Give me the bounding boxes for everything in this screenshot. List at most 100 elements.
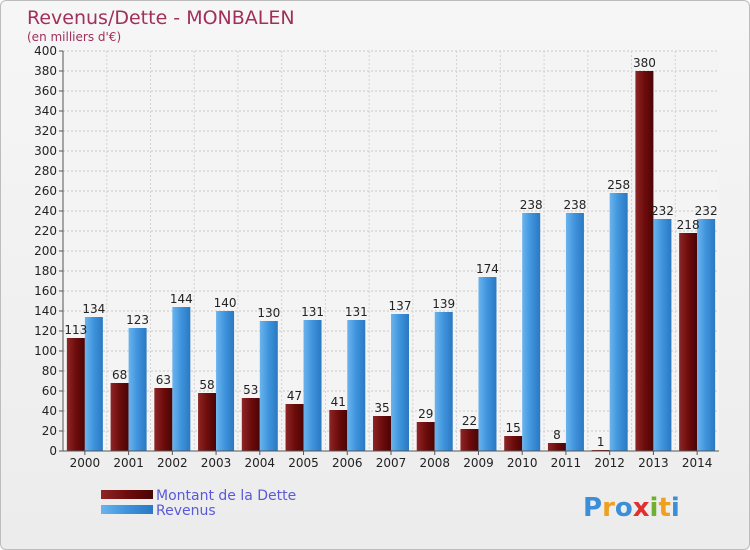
bar-revenus xyxy=(259,321,278,451)
y-tick-label: 200 xyxy=(34,244,57,258)
x-tick-label: 2011 xyxy=(551,456,582,470)
label-dette: 218 xyxy=(677,218,700,232)
bar-dette xyxy=(504,436,523,451)
chart-title: Revenus/Dette - MONBALEN xyxy=(27,7,295,29)
axes: 0 20 40 60 80 100 120 140 160 180 200 220 240 260 280 3… xyxy=(34,44,719,470)
x-tick-label: 2001 xyxy=(113,456,144,470)
x-tick-label: 2006 xyxy=(332,456,363,470)
label-revenus: 131 xyxy=(345,305,368,319)
label-revenus: 232 xyxy=(651,204,674,218)
label-dette: 113 xyxy=(64,323,87,337)
bar-revenus xyxy=(84,317,103,451)
label-revenus: 144 xyxy=(170,292,193,306)
label-dette: 53 xyxy=(243,383,258,397)
y-tick-label: 380 xyxy=(34,64,57,78)
bar-dette xyxy=(198,393,217,451)
legend-swatch-dette xyxy=(101,490,153,499)
label-revenus: 238 xyxy=(563,198,586,212)
label-dette: 29 xyxy=(418,407,433,421)
y-tick-label: 340 xyxy=(34,104,57,118)
y-tick-label: 100 xyxy=(34,344,57,358)
y-tick-label: 300 xyxy=(34,144,57,158)
label-dette: 22 xyxy=(462,414,477,428)
label-dette: 47 xyxy=(287,389,302,403)
bar-dette xyxy=(285,404,304,451)
label-revenus: 130 xyxy=(257,306,280,320)
y-tick-label: 260 xyxy=(34,184,57,198)
label-dette: 15 xyxy=(506,421,521,435)
logo-letter-i: i xyxy=(650,493,659,523)
logo-letter-t: t xyxy=(658,493,670,523)
bar-revenus xyxy=(653,219,672,451)
y-tick-label: 160 xyxy=(34,284,57,298)
bars xyxy=(66,71,716,451)
x-tick-label: 2003 xyxy=(201,456,232,470)
bar-dette xyxy=(416,422,435,451)
bar-revenus xyxy=(478,277,497,451)
bar-dette xyxy=(635,71,654,451)
y-tick-label: 360 xyxy=(34,84,57,98)
bar-dette xyxy=(329,410,348,451)
y-tick-label: 140 xyxy=(34,304,57,318)
y-tick-label: 60 xyxy=(42,384,57,398)
legend-swatch-revenus xyxy=(101,505,153,514)
chart-subtitle: (en milliers d'€) xyxy=(27,30,121,44)
y-tick-label: 80 xyxy=(42,364,57,378)
x-tick-label: 2007 xyxy=(376,456,407,470)
label-revenus: 134 xyxy=(82,302,105,316)
y-tick-label: 120 xyxy=(34,324,57,338)
legend-label-revenus: Revenus xyxy=(156,503,216,519)
label-dette: 58 xyxy=(199,378,214,392)
y-tick-label: 280 xyxy=(34,164,57,178)
bar-revenus xyxy=(522,213,541,451)
y-tick-label: 20 xyxy=(42,424,57,438)
y-tick-label: 220 xyxy=(34,224,57,238)
label-revenus: 140 xyxy=(214,296,237,310)
label-dette: 68 xyxy=(112,368,127,382)
label-dette: 63 xyxy=(156,373,171,387)
bar-dette xyxy=(110,383,129,451)
data-labels: 1131346812363144581405313047131411313513… xyxy=(64,56,717,449)
bar-revenus xyxy=(128,328,147,451)
label-dette: 35 xyxy=(374,401,389,415)
label-revenus: 258 xyxy=(607,178,630,192)
bar-dette xyxy=(66,338,85,451)
bar-revenus xyxy=(565,213,584,451)
y-tick-label: 40 xyxy=(42,404,57,418)
x-tick-label: 2000 xyxy=(70,456,101,470)
legend: Montant de la Dette Revenus xyxy=(101,488,296,519)
bar-dette xyxy=(547,443,566,451)
x-tick-label: 2005 xyxy=(288,456,319,470)
logo-letter-i2: i xyxy=(671,493,680,523)
label-revenus: 238 xyxy=(520,198,543,212)
label-revenus: 232 xyxy=(695,204,718,218)
logo-letter-o: o xyxy=(615,493,633,523)
bar-revenus xyxy=(172,307,191,451)
bar-revenus xyxy=(347,320,366,451)
bar-revenus xyxy=(216,311,235,451)
x-tick-label: 2012 xyxy=(594,456,625,470)
bar-revenus xyxy=(434,312,453,451)
label-revenus: 137 xyxy=(389,299,412,313)
label-revenus: 123 xyxy=(126,313,149,327)
x-tick-label: 2010 xyxy=(507,456,538,470)
svg-text:Proxiti: Proxiti xyxy=(583,493,680,523)
bar-dette xyxy=(154,388,173,451)
bar-revenus xyxy=(391,314,409,451)
label-dette: 380 xyxy=(633,56,656,70)
bar-revenus xyxy=(303,320,322,451)
y-tick-label: 400 xyxy=(34,44,57,58)
y-tick-label: 0 xyxy=(49,444,57,458)
bar-dette xyxy=(373,416,391,451)
bar-revenus xyxy=(697,219,716,451)
x-tick-label: 2009 xyxy=(463,456,494,470)
logo-letter-r: r xyxy=(602,493,615,523)
y-tick-label: 180 xyxy=(34,264,57,278)
x-tick-label: 2013 xyxy=(638,456,669,470)
label-revenus: 174 xyxy=(476,262,499,276)
y-tick-label: 320 xyxy=(34,124,57,138)
y-tick-label: 240 xyxy=(34,204,57,218)
x-tick-label: 2008 xyxy=(419,456,450,470)
